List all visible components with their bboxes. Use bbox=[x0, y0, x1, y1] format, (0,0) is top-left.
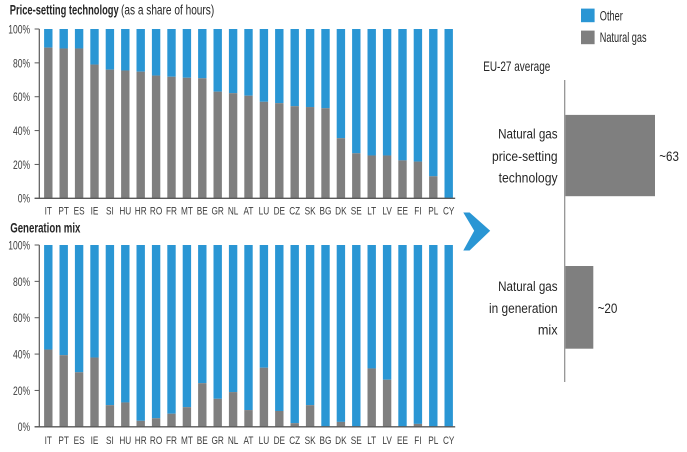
svg-text:BE: BE bbox=[197, 435, 208, 448]
svg-text:SI: SI bbox=[106, 205, 114, 218]
svg-text:EE: EE bbox=[397, 435, 408, 448]
svg-text:DE: DE bbox=[274, 205, 286, 218]
svg-text:40%: 40% bbox=[13, 125, 30, 139]
svg-text:MT: MT bbox=[181, 435, 193, 448]
svg-text:DK: DK bbox=[335, 205, 347, 218]
svg-text:IT: IT bbox=[45, 205, 52, 218]
svg-text:Natural gas: Natural gas bbox=[498, 127, 558, 142]
svg-text:PT: PT bbox=[58, 435, 69, 448]
svg-text:SI: SI bbox=[106, 435, 114, 448]
svg-text:Price-setting technology: Price-setting technology bbox=[10, 2, 119, 19]
svg-text:FI: FI bbox=[414, 205, 421, 218]
svg-text:NL: NL bbox=[228, 435, 239, 448]
svg-text:SK: SK bbox=[305, 205, 316, 218]
svg-text:IE: IE bbox=[91, 205, 99, 218]
svg-text:AT: AT bbox=[244, 435, 254, 448]
svg-text:LT: LT bbox=[367, 205, 376, 218]
svg-text:mix: mix bbox=[538, 322, 558, 337]
svg-text:RO: RO bbox=[150, 205, 163, 218]
svg-text:EE: EE bbox=[397, 205, 408, 218]
svg-text:60%: 60% bbox=[13, 91, 30, 105]
svg-text:LV: LV bbox=[382, 205, 392, 218]
svg-text:price-setting: price-setting bbox=[492, 148, 558, 164]
svg-text:CZ: CZ bbox=[289, 205, 300, 218]
svg-text:~63: ~63 bbox=[659, 149, 679, 164]
svg-text:in generation: in generation bbox=[489, 300, 558, 316]
svg-text:DK: DK bbox=[335, 435, 347, 448]
svg-text:40%: 40% bbox=[13, 348, 30, 362]
svg-text:PT: PT bbox=[58, 205, 69, 218]
svg-text:CY: CY bbox=[443, 205, 455, 218]
svg-text:ES: ES bbox=[74, 435, 85, 448]
svg-text:0%: 0% bbox=[18, 421, 30, 435]
svg-text:EU-27 average: EU-27 average bbox=[483, 59, 550, 75]
svg-text:technology: technology bbox=[499, 170, 559, 186]
svg-text:CZ: CZ bbox=[289, 435, 300, 448]
svg-text:NL: NL bbox=[228, 205, 239, 218]
svg-text:DE: DE bbox=[274, 435, 286, 448]
svg-text:LU: LU bbox=[259, 205, 270, 218]
svg-text:FR: FR bbox=[166, 205, 177, 218]
svg-text:Natural gas: Natural gas bbox=[600, 32, 647, 46]
svg-text:MT: MT bbox=[181, 205, 193, 218]
svg-text:AT: AT bbox=[244, 205, 254, 218]
svg-text:BG: BG bbox=[320, 435, 332, 448]
svg-text:SE: SE bbox=[351, 435, 362, 448]
svg-text:ES: ES bbox=[74, 205, 85, 218]
svg-text:FR: FR bbox=[166, 435, 177, 448]
svg-text:LV: LV bbox=[382, 435, 392, 448]
svg-text:(as a share of hours): (as a share of hours) bbox=[121, 2, 214, 18]
svg-text:IT: IT bbox=[45, 435, 52, 448]
svg-text:RO: RO bbox=[150, 435, 163, 448]
svg-text:LT: LT bbox=[367, 435, 376, 448]
svg-text:IE: IE bbox=[91, 435, 99, 448]
svg-text:CY: CY bbox=[443, 435, 455, 448]
svg-text:Generation mix: Generation mix bbox=[10, 219, 80, 235]
svg-text:GR: GR bbox=[212, 435, 224, 448]
svg-text:GR: GR bbox=[212, 205, 224, 218]
svg-text:20%: 20% bbox=[13, 384, 30, 398]
svg-text:20%: 20% bbox=[13, 158, 30, 172]
svg-text:~20: ~20 bbox=[598, 301, 618, 316]
svg-text:0%: 0% bbox=[18, 192, 30, 206]
svg-text:Other: Other bbox=[600, 10, 623, 24]
svg-text:PL: PL bbox=[428, 435, 438, 448]
svg-text:HU: HU bbox=[119, 205, 131, 218]
svg-text:60%: 60% bbox=[13, 312, 30, 326]
svg-text:HU: HU bbox=[119, 435, 131, 448]
svg-text:SK: SK bbox=[305, 435, 316, 448]
svg-text:BE: BE bbox=[197, 205, 208, 218]
svg-text:FI: FI bbox=[414, 435, 421, 448]
svg-text:BG: BG bbox=[320, 205, 332, 218]
svg-text:100%: 100% bbox=[8, 23, 30, 37]
svg-text:100%: 100% bbox=[8, 239, 30, 253]
svg-text:80%: 80% bbox=[13, 57, 30, 71]
svg-text:80%: 80% bbox=[13, 275, 30, 289]
svg-text:HR: HR bbox=[135, 435, 147, 448]
svg-text:LU: LU bbox=[259, 435, 270, 448]
svg-text:SE: SE bbox=[351, 205, 362, 218]
svg-text:Natural gas: Natural gas bbox=[498, 279, 558, 294]
svg-text:PL: PL bbox=[428, 205, 438, 218]
svg-text:HR: HR bbox=[135, 205, 147, 218]
